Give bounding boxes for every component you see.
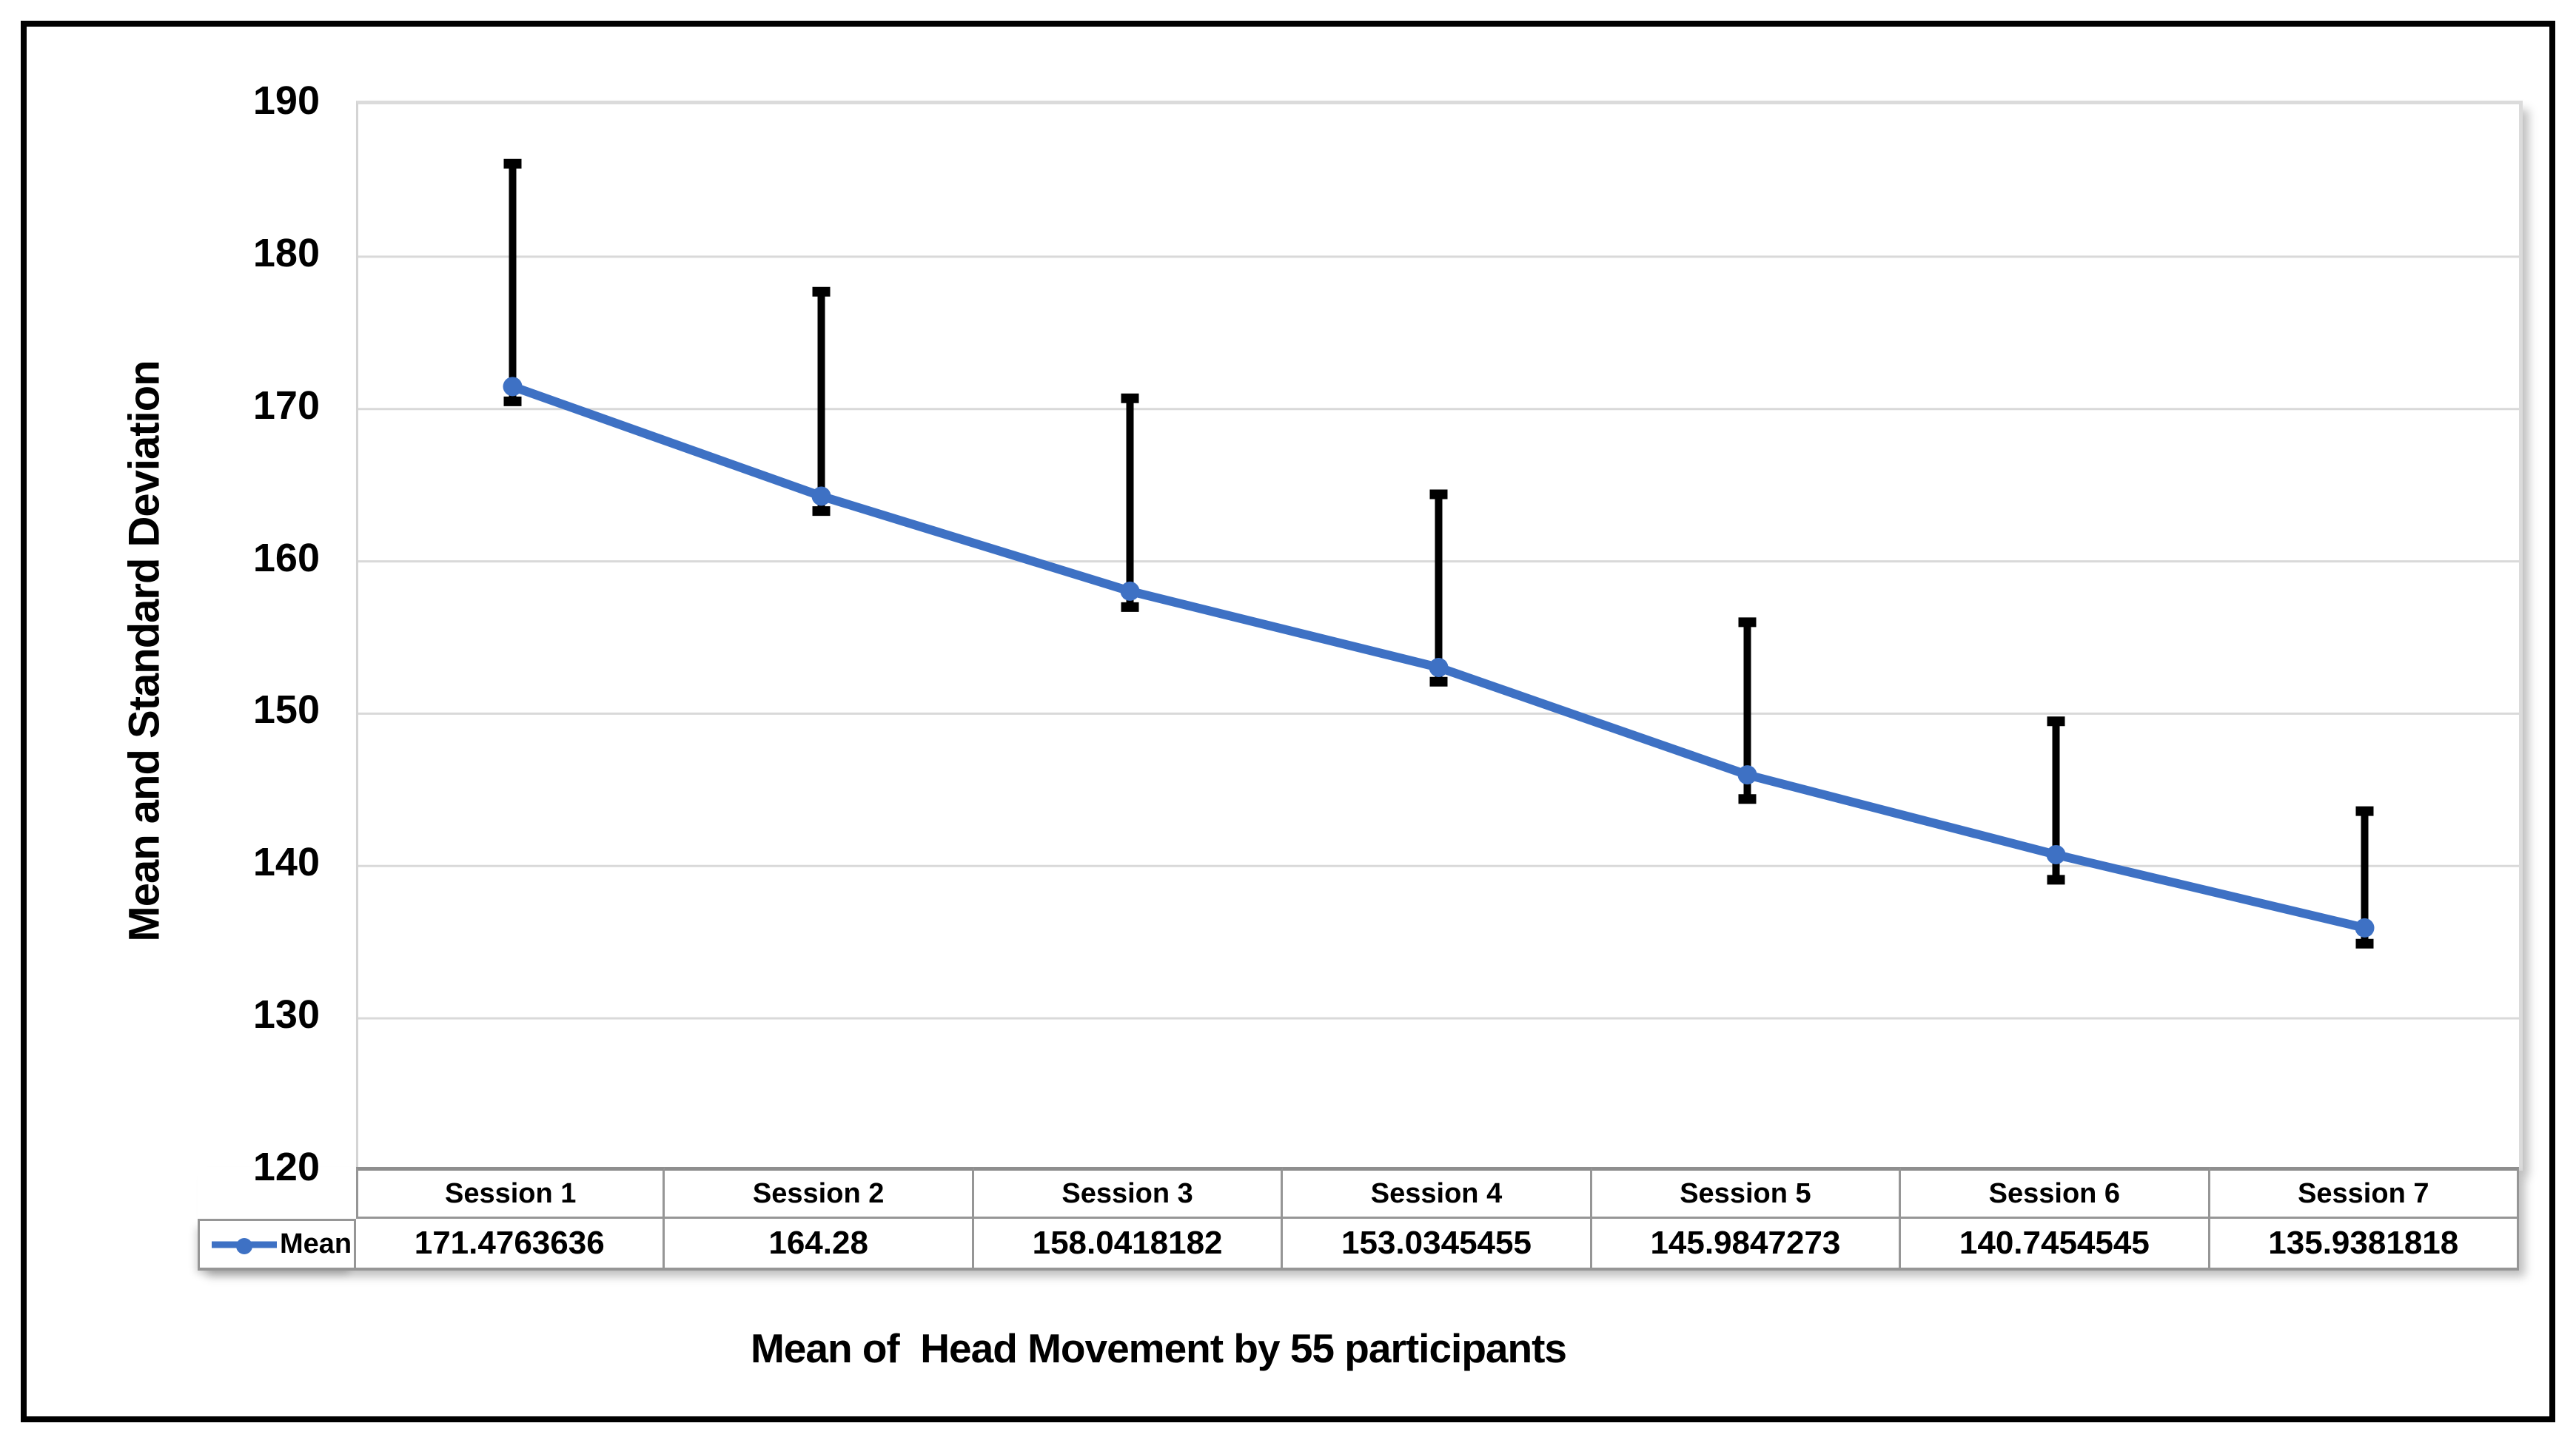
session-header-cell: Session 1 xyxy=(356,1167,665,1219)
mean-point xyxy=(2046,844,2066,864)
session-header-cell: Session 6 xyxy=(1901,1167,2210,1219)
mean-point xyxy=(1120,581,1140,601)
session-header-cell: Session 2 xyxy=(665,1167,974,1219)
mean-line-chart xyxy=(358,158,2519,1020)
y-axis-title: Mean and Standard Deviation xyxy=(120,360,169,942)
y-axis-tick-label: 140 xyxy=(252,840,320,885)
mean-point xyxy=(2355,918,2375,938)
mean-value-cell: 135.9381818 xyxy=(2210,1219,2519,1271)
mean-value-cell: 153.0345455 xyxy=(1283,1219,1592,1271)
y-axis-tick-label: 160 xyxy=(252,535,320,580)
y-axis-tick-label: 180 xyxy=(252,230,320,275)
mean-value-cell: 164.28 xyxy=(665,1219,974,1271)
mean-value-cell: 140.7454545 xyxy=(1901,1219,2210,1271)
y-axis-tick-label: 120 xyxy=(252,1145,320,1189)
mean-value-cell: 158.0418182 xyxy=(973,1219,1284,1271)
y-axis-tick-label: 190 xyxy=(252,78,320,123)
mean-point xyxy=(1737,765,1757,785)
y-axis-tick-label: 130 xyxy=(252,992,320,1037)
mean-series-legend-key-icon xyxy=(212,1237,277,1254)
mean-value-cell: 171.4763636 xyxy=(356,1219,665,1271)
data-table: Session 1 Session 2 Session 3 Session 4 Sess… xyxy=(198,1167,2519,1271)
session-header-cell: Session 4 xyxy=(1283,1167,1592,1219)
x-axis-title: Mean of Head Movement by 55 participants xyxy=(750,1325,1567,1371)
mean-point xyxy=(503,377,523,397)
y-axis-tick-label: 170 xyxy=(252,383,320,428)
legend-cell: Mean xyxy=(198,1219,356,1271)
legend-label: Mean xyxy=(280,1228,352,1259)
table-corner-spacer xyxy=(198,1167,356,1219)
mean-point xyxy=(1429,657,1449,677)
session-header-cell: Session 3 xyxy=(973,1167,1284,1219)
plot-area xyxy=(356,101,2523,1171)
session-header-cell: Session 7 xyxy=(2210,1167,2519,1219)
mean-value-cell: 145.9847273 xyxy=(1591,1219,1902,1271)
mean-point xyxy=(811,486,831,506)
session-header-cell: Session 5 xyxy=(1591,1167,1902,1219)
y-axis-tick-label: 150 xyxy=(252,687,320,733)
